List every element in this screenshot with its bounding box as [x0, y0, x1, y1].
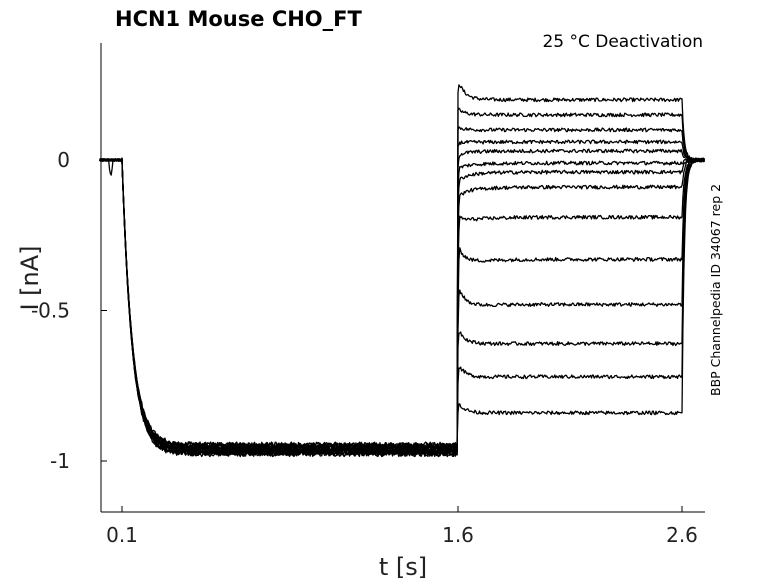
- y-ticks-group: 0 -0.5 -1: [31, 148, 107, 473]
- current-trace: [99, 148, 705, 455]
- y-tick-label: -1: [50, 449, 70, 473]
- x-axis-label: t [s]: [379, 553, 427, 581]
- x-tick-label: 1.6: [442, 523, 474, 547]
- y-tick-label: 0: [57, 148, 70, 172]
- current-trace: [99, 126, 705, 456]
- traces-group: [99, 84, 706, 458]
- x-ticks-group: 0.1 1.6 2.6: [106, 506, 698, 547]
- chart-title: HCN1 Mouse CHO_FT: [115, 7, 362, 31]
- x-tick-label: 2.6: [666, 523, 698, 547]
- temperature-annotation: 25 °C Deactivation: [542, 32, 703, 52]
- current-trace: [99, 157, 705, 448]
- current-trace: [99, 139, 706, 456]
- current-trace: [99, 107, 705, 457]
- side-label: BBP Channelpedia ID 34067 rep 2: [708, 184, 723, 396]
- y-tick-label: -0.5: [31, 299, 70, 323]
- current-trace: [99, 84, 705, 458]
- x-tick-label: 0.1: [106, 523, 138, 547]
- y-axis-label: I [nA]: [16, 245, 44, 310]
- current-trace: [99, 158, 705, 450]
